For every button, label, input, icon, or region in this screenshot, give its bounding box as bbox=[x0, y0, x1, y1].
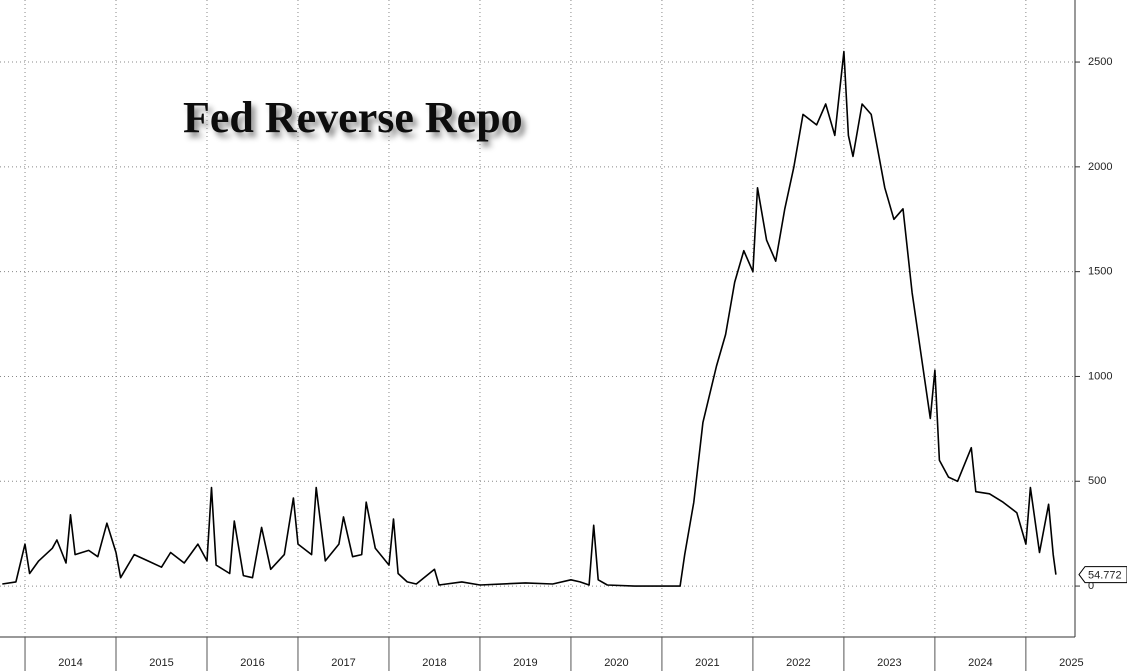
series-line bbox=[2, 50, 1057, 587]
y-tick-label: 0 bbox=[1088, 580, 1094, 592]
x-tick-label: 2020 bbox=[604, 657, 628, 669]
x-tick-label: 2022 bbox=[786, 657, 810, 669]
x-tick-label: 2023 bbox=[877, 657, 901, 669]
x-tick-label: 2024 bbox=[968, 657, 992, 669]
x-tick-label: 2015 bbox=[149, 657, 173, 669]
last-value-box bbox=[1078, 566, 1127, 584]
x-tick-label: 2025 bbox=[1059, 657, 1083, 669]
chart-title: Fed Reverse Repo bbox=[183, 93, 523, 142]
y-tick-label: 1500 bbox=[1088, 266, 1112, 278]
last-value-label: 54.772 bbox=[1088, 569, 1122, 581]
x-tick-label: 2014 bbox=[58, 657, 82, 669]
x-tick-label: 2017 bbox=[331, 657, 355, 669]
x-tick-label: 2019 bbox=[513, 657, 537, 669]
x-tick-label: 2018 bbox=[422, 657, 446, 669]
last-value-tag: 54.772 bbox=[1078, 566, 1127, 584]
x-tick-label: 2021 bbox=[695, 657, 719, 669]
y-tick-label: 500 bbox=[1088, 475, 1106, 487]
y-tick-label: 1000 bbox=[1088, 370, 1112, 382]
y-tick-label: 2500 bbox=[1088, 56, 1112, 68]
x-tick-label: 2016 bbox=[240, 657, 264, 669]
y-tick-label: 2000 bbox=[1088, 161, 1112, 173]
